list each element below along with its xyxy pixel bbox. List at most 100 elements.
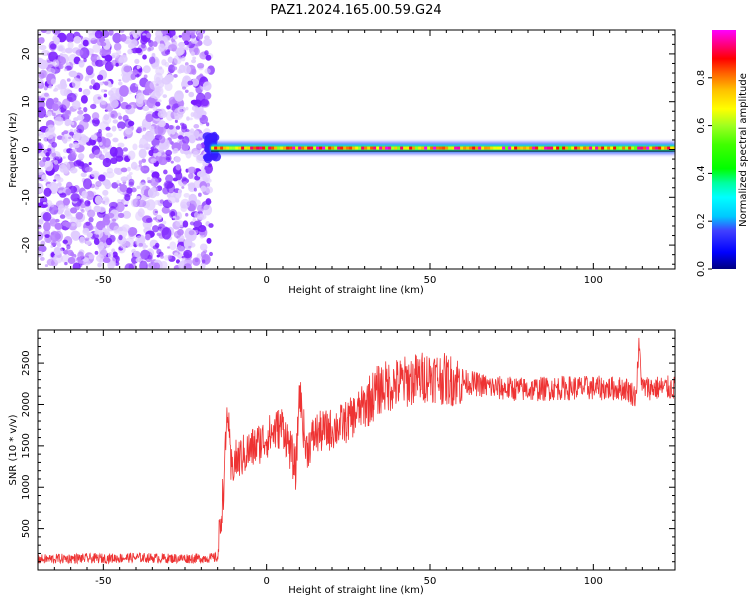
noise-cell (62, 239, 68, 244)
noise-cell (190, 99, 198, 105)
noise-cell (38, 106, 47, 119)
noise-cell (143, 143, 151, 151)
band-core-cell (514, 146, 518, 150)
noise-cell (50, 245, 54, 248)
noise-cell (45, 156, 51, 162)
noise-cell (113, 225, 120, 234)
band-core-cell (313, 146, 317, 150)
band-core-cell (658, 146, 662, 150)
noise-cell (124, 127, 133, 135)
noise-cell (38, 72, 45, 80)
band-core-cell (427, 146, 431, 150)
band-core-cell (535, 146, 539, 150)
x-tick-label: 0 (263, 576, 269, 587)
noise-cell (148, 262, 158, 269)
noise-cell (197, 32, 204, 40)
band-core-cell (529, 146, 533, 150)
y-tick-label: 2000 (21, 392, 32, 417)
noise-cell (124, 193, 131, 202)
noise-cell (38, 143, 43, 154)
noise-cell (182, 220, 189, 228)
band-core-cell (397, 146, 401, 150)
noise-cell (42, 212, 52, 222)
noise-cell (44, 264, 49, 268)
band-core-cell (382, 146, 386, 150)
noise-cell (163, 35, 171, 42)
noise-cell (53, 179, 57, 182)
noise-cell (119, 85, 129, 97)
noise-cell (46, 183, 51, 188)
band-core-cell (580, 146, 584, 150)
noise-cell (187, 80, 194, 86)
noise-cell (142, 54, 147, 60)
noise-cell (38, 59, 49, 70)
heatmap-x-axis-label: Height of straight line (km) (288, 285, 424, 296)
noise-cell (177, 135, 184, 140)
noise-cell (65, 48, 73, 54)
noise-cell (142, 105, 150, 112)
noise-cell (183, 263, 192, 269)
noise-cell (167, 195, 178, 204)
noise-cell (142, 99, 148, 106)
noise-cell (80, 203, 86, 209)
noise-cell (100, 42, 107, 47)
noise-cell (110, 92, 121, 101)
noise-cell (64, 262, 68, 266)
snr-y-ticks: 500 1000 1500 2000 2500 (21, 329, 675, 571)
noise-cell (126, 166, 131, 172)
x-tick-label: -50 (95, 576, 111, 587)
band-core-cell (523, 146, 527, 150)
band-core-cell (352, 146, 356, 150)
band-core-cell (598, 146, 602, 150)
noise-cell (65, 213, 73, 220)
band-core-cell (577, 146, 581, 150)
noise-cell (140, 35, 149, 41)
band-core-cell (457, 146, 461, 150)
noise-cell (50, 240, 57, 246)
band-core-cell (445, 146, 449, 150)
noise-cell (151, 138, 161, 147)
noise-cell (139, 182, 147, 191)
noise-cell (142, 134, 146, 139)
noise-cell (89, 85, 93, 90)
noise-cell (124, 237, 135, 248)
noise-cell (91, 112, 100, 121)
noise-cell (112, 119, 119, 124)
noise-cell (97, 262, 102, 268)
noise-cell (178, 34, 182, 38)
band-core-cell (478, 146, 482, 150)
noise-cell (189, 128, 195, 134)
noise-cell (175, 171, 183, 181)
noise-cell (75, 49, 84, 56)
noise-cell (45, 152, 50, 157)
noise-cell (83, 57, 87, 63)
noise-cell (167, 44, 178, 52)
band-core-cell (595, 146, 599, 150)
noise-cell (155, 101, 161, 107)
noise-cell (206, 182, 211, 188)
band-core-cell (625, 146, 629, 150)
noise-cell (159, 147, 165, 153)
noise-cell (116, 180, 120, 185)
noise-cell (44, 160, 54, 172)
heatmap-y-ticks: -20 -10 0 10 20 (21, 34, 675, 265)
noise-cell (165, 149, 173, 156)
noise-cell (193, 47, 200, 56)
noise-cell (180, 122, 185, 126)
noise-cell (156, 254, 160, 258)
colorbar-ticks: 0.0 0.2 0.4 0.6 0.8 (696, 70, 712, 277)
noise-cell (53, 246, 61, 256)
noise-cell (122, 210, 132, 219)
noise-cell (141, 158, 147, 163)
noise-cell (156, 151, 162, 157)
noise-cell (128, 178, 135, 186)
noise-cell (93, 82, 101, 91)
colorbar-tick-label: 0.0 (696, 261, 707, 277)
band-core-cell (235, 146, 239, 150)
noise-cell (202, 204, 213, 216)
noise-cell (196, 213, 207, 221)
noise-cell (164, 61, 170, 68)
noise-cell (205, 122, 210, 127)
noise-cell (67, 41, 74, 50)
